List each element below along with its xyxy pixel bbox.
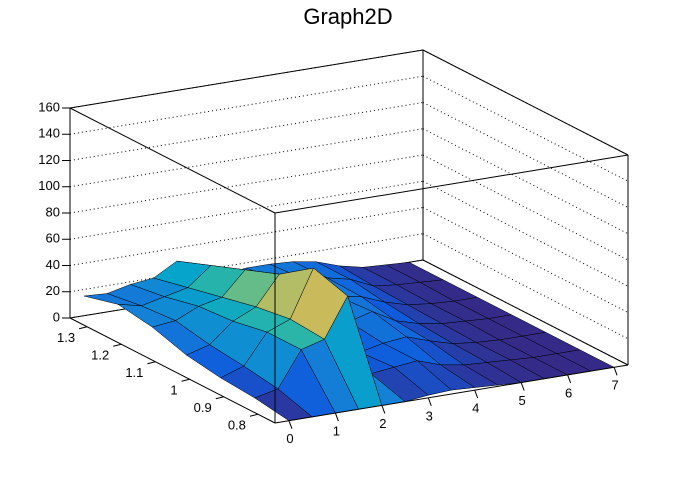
z-tick-label: 100	[38, 178, 60, 193]
x-tick	[334, 412, 339, 422]
z-tick-label: 20	[46, 283, 60, 298]
z-tick-label: 80	[46, 204, 60, 219]
y-tick-label: 1.3	[57, 330, 75, 345]
y-tick	[181, 378, 190, 382]
y-tick	[147, 361, 156, 365]
x-tick-label: 1	[333, 424, 340, 439]
chart-title: Graph2D	[303, 4, 392, 29]
y-tick-label: 1.2	[91, 348, 109, 363]
z-tick-label: 40	[46, 257, 60, 272]
x-tick	[567, 374, 572, 384]
y-tick	[215, 396, 224, 400]
y-tick	[78, 326, 88, 330]
x-tick	[381, 405, 386, 414]
y-tick-label: 0.8	[228, 418, 246, 433]
y-tick	[249, 413, 259, 417]
box-edge	[422, 49, 629, 156]
x-tick-label: 7	[611, 378, 618, 393]
y-tick	[113, 343, 122, 347]
y-axis	[69, 317, 276, 424]
box-edge	[69, 107, 276, 214]
x-tick	[474, 390, 479, 399]
z-tick-label: 60	[46, 231, 60, 246]
z-tick-label: 160	[38, 99, 60, 114]
x-tick-label: 3	[426, 408, 433, 423]
y-tick-label: 1.1	[125, 365, 143, 380]
x-tick	[288, 420, 293, 429]
x-tick-label: 2	[379, 416, 386, 431]
x-tick-label: 5	[519, 393, 526, 408]
box-edge	[274, 154, 629, 214]
x-tick	[520, 382, 525, 391]
x-tick-label: 4	[472, 401, 479, 416]
x-tick-label: 0	[286, 431, 293, 446]
z-tick-label: 0	[53, 309, 60, 324]
x-axis	[274, 364, 629, 424]
y-tick-label: 0.9	[194, 400, 212, 415]
x-tick	[613, 367, 618, 376]
y-tick-label: 1	[170, 383, 177, 398]
z-tick-label: 140	[38, 126, 60, 141]
box-edge	[69, 49, 424, 109]
box-edge	[422, 259, 629, 366]
z-tick-label: 120	[38, 152, 60, 167]
x-tick	[427, 397, 432, 406]
x-tick-label: 6	[565, 385, 572, 400]
